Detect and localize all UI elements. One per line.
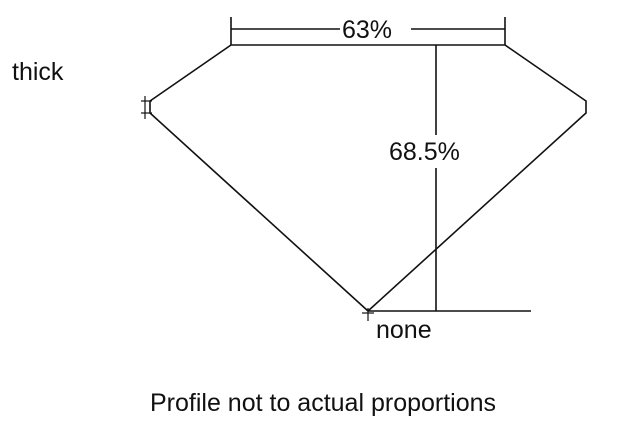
depth-percentage-label: 68.5% [389, 138, 460, 166]
girdle-label: thick [12, 58, 64, 86]
diamond-outline [149, 44, 587, 313]
caption: Profile not to actual proportions [150, 389, 497, 417]
culet-marker [362, 308, 374, 321]
girdle-marker [141, 96, 152, 119]
table-percentage-label: 63% [342, 16, 393, 44]
culet-label: none [376, 316, 432, 344]
